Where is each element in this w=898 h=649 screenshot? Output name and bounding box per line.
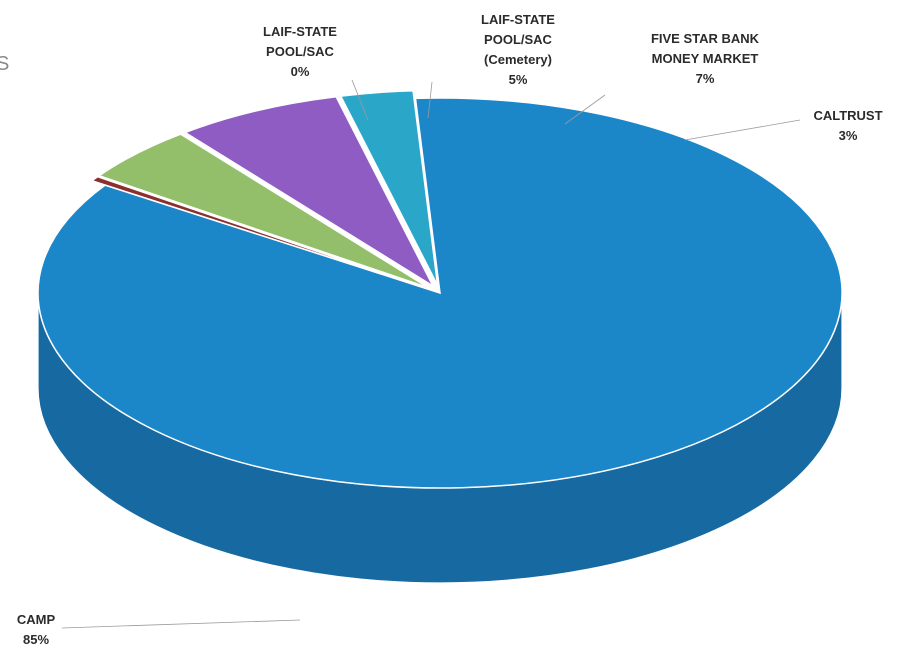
leader-line-1 (351, 79, 369, 121)
slice-label-3: FIVE STAR BANK MONEY MARKET 7% (651, 31, 760, 86)
leader-line-3 (564, 94, 606, 125)
slice-4 (339, 89, 439, 286)
leader-line-0 (61, 619, 301, 629)
slice-1 (90, 175, 428, 290)
edge-text: S (0, 53, 9, 75)
slice-label-0: CAMP 85% (17, 612, 56, 647)
slice-label-4: CALTRUST 3% (813, 108, 882, 143)
leader-line-4 (684, 119, 801, 141)
slice-label-2: LAIF-STATE POOL/SAC (Cemetery) 5% (481, 12, 555, 87)
pie-slices (37, 89, 843, 489)
leader-line-2 (427, 81, 433, 119)
slice-label-1: LAIF-STATE POOL/SAC 0% (263, 24, 337, 79)
slice-3 (183, 95, 435, 289)
slice-labels: CAMP 85% LAIF-STATE POOL/SAC 0% LAIF-STATE POO… (17, 12, 883, 647)
slice-0 (37, 97, 843, 489)
leader-lines (61, 79, 801, 629)
slice-2 (97, 133, 429, 289)
